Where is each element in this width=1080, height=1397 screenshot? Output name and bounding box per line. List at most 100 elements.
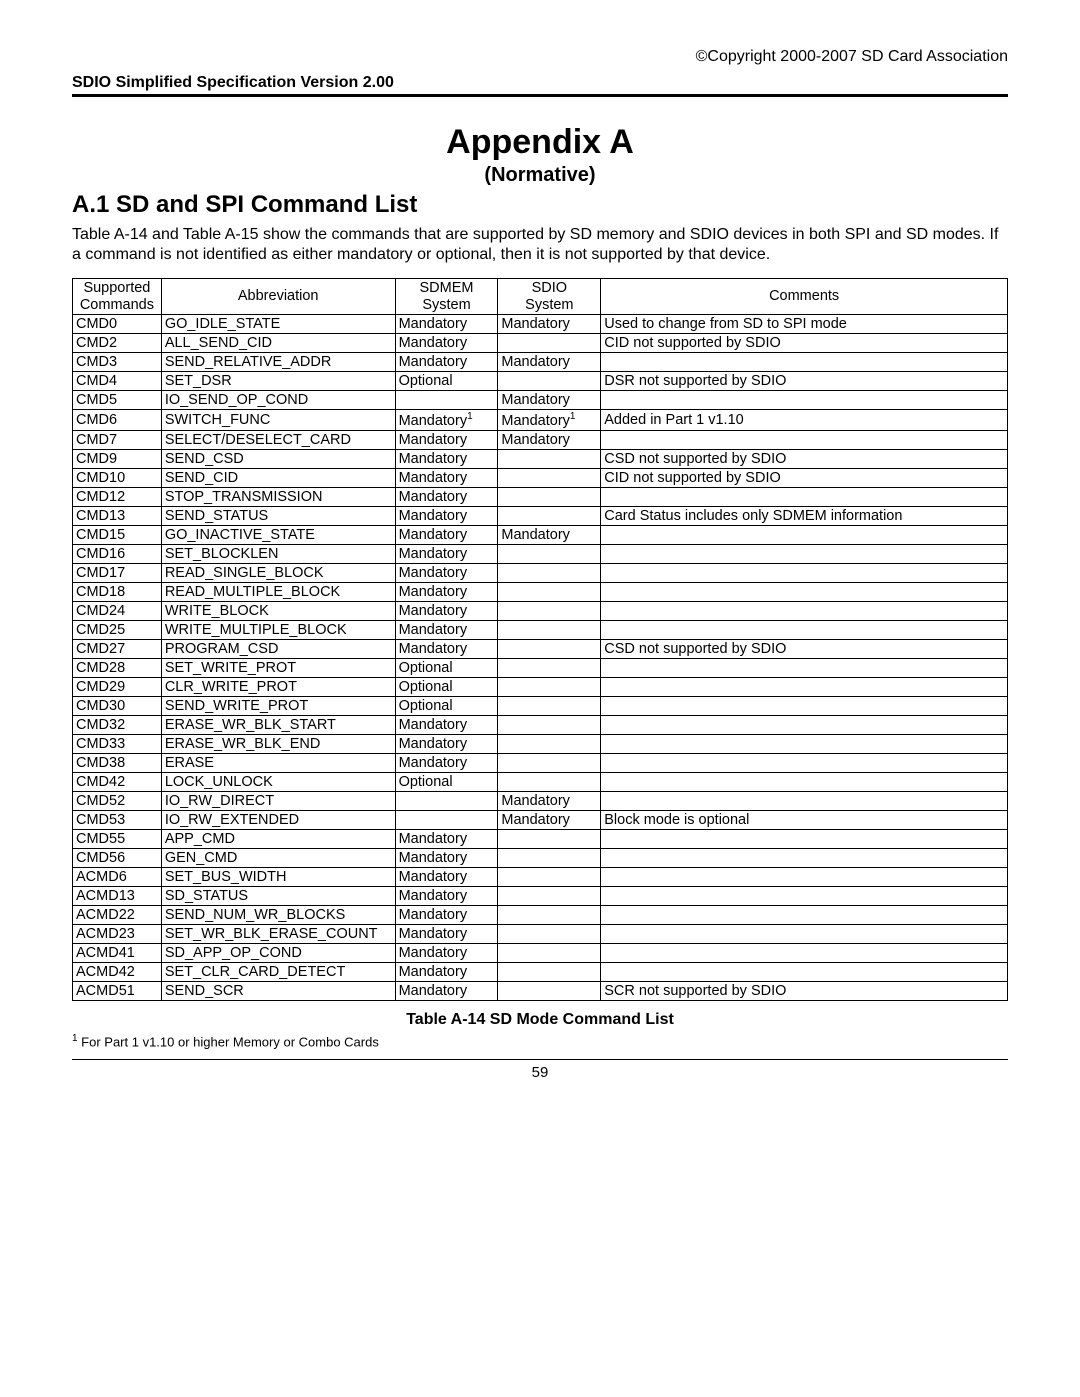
cell-abbr: ERASE_WR_BLK_END [161, 735, 395, 754]
table-row: CMD12STOP_TRANSMISSIONMandatory [73, 488, 1008, 507]
cell-sdio [498, 887, 601, 906]
cell-sdio: Mandatory [498, 431, 601, 450]
cell-abbr: IO_RW_EXTENDED [161, 811, 395, 830]
cell-comments: CSD not supported by SDIO [601, 450, 1008, 469]
cell-abbr: SEND_STATUS [161, 507, 395, 526]
cell-sdio [498, 754, 601, 773]
cell-cmd: CMD53 [73, 811, 162, 830]
cell-comments [601, 754, 1008, 773]
cell-sdio [498, 830, 601, 849]
cell-sdmem: Mandatory [395, 868, 498, 887]
cell-sdio [498, 868, 601, 887]
th-supported-commands: SupportedCommands [73, 278, 162, 314]
cell-abbr: SEND_SCR [161, 982, 395, 1001]
cell-comments [601, 849, 1008, 868]
cell-comments [601, 906, 1008, 925]
cell-cmd: CMD24 [73, 602, 162, 621]
cell-cmd: CMD32 [73, 716, 162, 735]
cell-sdmem: Mandatory [395, 431, 498, 450]
table-row: CMD32ERASE_WR_BLK_STARTMandatory [73, 716, 1008, 735]
table-row: CMD2ALL_SEND_CIDMandatoryCID not support… [73, 334, 1008, 353]
cell-abbr: SEND_RELATIVE_ADDR [161, 353, 395, 372]
cell-sdio [498, 545, 601, 564]
cell-cmd: CMD27 [73, 640, 162, 659]
cell-comments: DSR not supported by SDIO [601, 372, 1008, 391]
cell-sdmem: Mandatory [395, 716, 498, 735]
cell-comments [601, 678, 1008, 697]
cell-sdio [498, 488, 601, 507]
appendix-title: Appendix A [72, 123, 1008, 162]
cell-cmd: CMD10 [73, 469, 162, 488]
table-row: CMD4SET_DSROptionalDSR not supported by … [73, 372, 1008, 391]
table-row: CMD29CLR_WRITE_PROTOptional [73, 678, 1008, 697]
table-row: CMD15GO_INACTIVE_STATEMandatoryMandatory [73, 526, 1008, 545]
cell-sdmem: Mandatory [395, 526, 498, 545]
table-row: CMD33ERASE_WR_BLK_ENDMandatory [73, 735, 1008, 754]
table-row: CMD24WRITE_BLOCKMandatory [73, 602, 1008, 621]
cell-comments [601, 773, 1008, 792]
cell-sdio [498, 334, 601, 353]
table-row: CMD42LOCK_UNLOCKOptional [73, 773, 1008, 792]
cell-sdio [498, 716, 601, 735]
table-row: CMD30SEND_WRITE_PROTOptional [73, 697, 1008, 716]
cell-sdmem: Mandatory [395, 488, 498, 507]
cell-sdmem: Mandatory1 [395, 410, 498, 431]
cell-cmd: ACMD42 [73, 963, 162, 982]
table-row: CMD53IO_RW_EXTENDEDMandatoryBlock mode i… [73, 811, 1008, 830]
cell-sdio: Mandatory1 [498, 410, 601, 431]
cell-comments: Card Status includes only SDMEM informat… [601, 507, 1008, 526]
cell-cmd: CMD17 [73, 564, 162, 583]
cell-abbr: IO_RW_DIRECT [161, 792, 395, 811]
table-row: CMD56GEN_CMDMandatory [73, 849, 1008, 868]
cell-sdmem: Mandatory [395, 887, 498, 906]
cell-sdio [498, 602, 601, 621]
cell-sdio [498, 982, 601, 1001]
cell-abbr: CLR_WRITE_PROT [161, 678, 395, 697]
cell-sdmem: Optional [395, 659, 498, 678]
cell-comments [601, 431, 1008, 450]
cell-cmd: CMD5 [73, 391, 162, 410]
table-row: CMD9SEND_CSDMandatoryCSD not supported b… [73, 450, 1008, 469]
cell-abbr: SET_BLOCKLEN [161, 545, 395, 564]
cell-abbr: STOP_TRANSMISSION [161, 488, 395, 507]
cell-cmd: CMD4 [73, 372, 162, 391]
cell-sdmem [395, 391, 498, 410]
cell-abbr: SET_WRITE_PROT [161, 659, 395, 678]
cell-abbr: LOCK_UNLOCK [161, 773, 395, 792]
cell-sdio [498, 507, 601, 526]
cell-sdmem: Optional [395, 697, 498, 716]
table-row: ACMD13SD_STATUSMandatory [73, 887, 1008, 906]
cell-cmd: CMD33 [73, 735, 162, 754]
copyright-line: ©Copyright 2000-2007 SD Card Association [72, 48, 1008, 66]
cell-cmd: ACMD23 [73, 925, 162, 944]
cell-sdio [498, 678, 601, 697]
cell-sdmem: Mandatory [395, 334, 498, 353]
cell-sdmem: Mandatory [395, 830, 498, 849]
cell-comments: CID not supported by SDIO [601, 334, 1008, 353]
cell-comments [601, 887, 1008, 906]
table-row: CMD25WRITE_MULTIPLE_BLOCKMandatory [73, 621, 1008, 640]
cell-abbr: GO_INACTIVE_STATE [161, 526, 395, 545]
cell-comments [601, 944, 1008, 963]
cell-comments [601, 391, 1008, 410]
cell-comments [601, 545, 1008, 564]
th-sdio: SDIOSystem [498, 278, 601, 314]
table-row: CMD28SET_WRITE_PROTOptional [73, 659, 1008, 678]
cell-sdio [498, 735, 601, 754]
cell-comments [601, 868, 1008, 887]
cell-sdmem: Optional [395, 678, 498, 697]
cell-abbr: READ_MULTIPLE_BLOCK [161, 583, 395, 602]
table-header-row: SupportedCommands Abbreviation SDMEMSyst… [73, 278, 1008, 314]
table-row: ACMD22SEND_NUM_WR_BLOCKSMandatory [73, 906, 1008, 925]
table-row: CMD0GO_IDLE_STATEMandatoryMandatoryUsed … [73, 315, 1008, 334]
command-table: SupportedCommands Abbreviation SDMEMSyst… [72, 278, 1008, 1001]
cell-sdio [498, 583, 601, 602]
page-number: 59 [72, 1064, 1008, 1081]
cell-sdio [498, 697, 601, 716]
cell-cmd: CMD7 [73, 431, 162, 450]
cell-sdio [498, 944, 601, 963]
cell-abbr: ERASE_WR_BLK_START [161, 716, 395, 735]
cell-comments: Added in Part 1 v1.10 [601, 410, 1008, 431]
cell-sdmem: Mandatory [395, 469, 498, 488]
cell-comments [601, 716, 1008, 735]
